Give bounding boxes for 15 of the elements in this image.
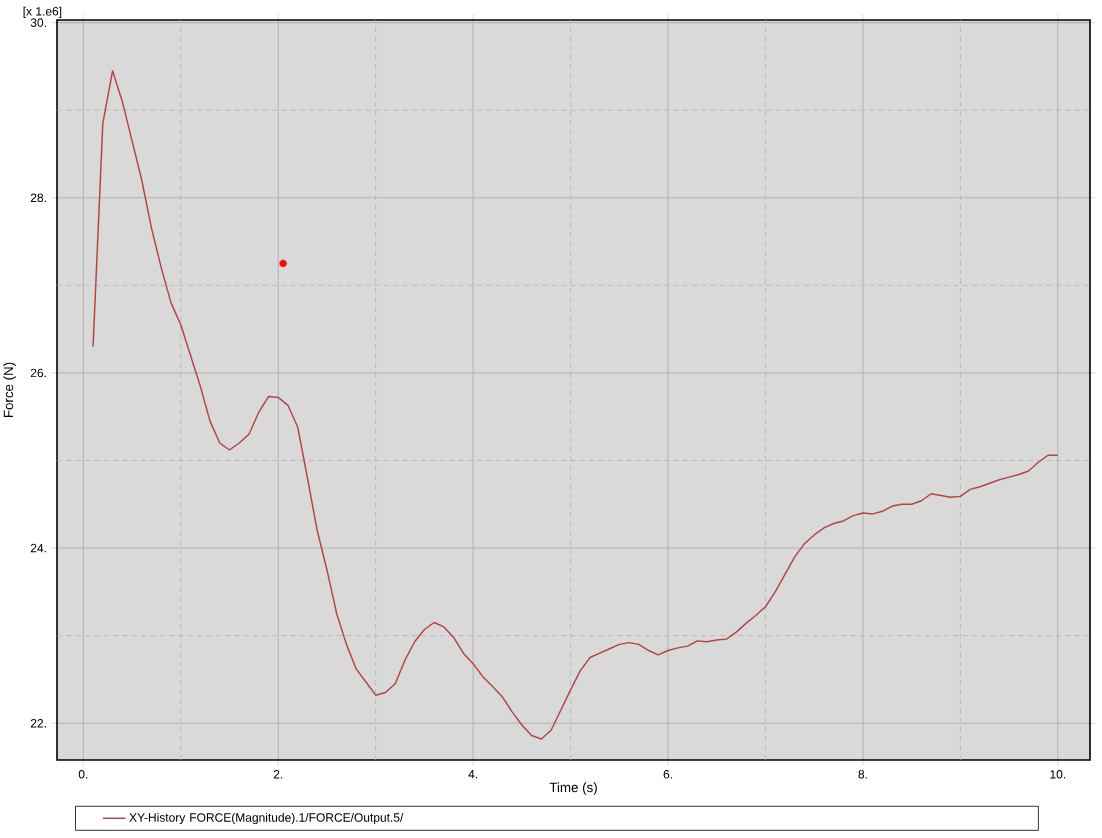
y-tick-label: 30. xyxy=(30,18,46,27)
y-tick-label: 28. xyxy=(30,193,46,203)
x-tick-label: 8. xyxy=(858,770,867,779)
y-tick-label: 24. xyxy=(30,543,46,553)
text: [x 1.e6] xyxy=(23,6,62,18)
x-tick-label: 10. xyxy=(1050,770,1066,779)
legend-label: XY-History FORCE(Magnitude).1/FORCE/Output.5/ xyxy=(129,812,404,825)
x-tick-label: 4. xyxy=(468,770,478,779)
y-axis-title: Force (N) xyxy=(3,362,16,418)
y-tick-label: 26. xyxy=(30,368,46,378)
x-axis-title: Time (s) xyxy=(549,782,597,795)
x-tick-label: 6. xyxy=(663,770,672,779)
x-tick-label: 0. xyxy=(78,770,88,779)
y-tick-label: 22. xyxy=(30,719,46,728)
x-tick-label: 2. xyxy=(273,770,283,779)
